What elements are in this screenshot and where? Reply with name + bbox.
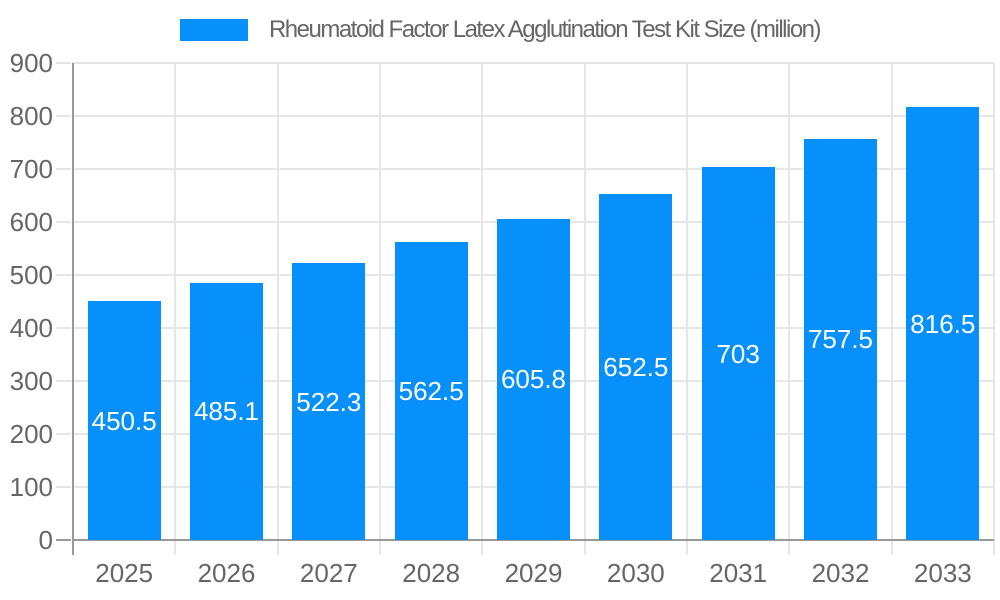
y-axis-label: 900 (9, 48, 53, 78)
x-axis-label: 2031 (709, 558, 768, 588)
y-tick (56, 274, 71, 276)
y-tick (56, 115, 71, 117)
v-gridline (583, 63, 586, 540)
y-axis-label: 200 (9, 419, 53, 449)
x-tick (583, 540, 586, 555)
y-axis-label: 500 (9, 260, 53, 290)
v-gridline (276, 63, 279, 540)
y-axis-label: 700 (9, 154, 53, 184)
bar-value-label: 757.5 (807, 324, 874, 355)
x-axis-line (73, 539, 994, 541)
bar (190, 282, 263, 540)
x-axis-label: 2029 (504, 558, 563, 588)
x-tick (890, 540, 893, 555)
bar-value-label: 605.8 (500, 364, 567, 395)
y-axis-label: 600 (9, 207, 53, 237)
bar (87, 301, 161, 540)
legend: Rheumatoid Factor Latex Agglutination Te… (0, 16, 1000, 44)
x-axis-label: 2026 (197, 558, 256, 588)
y-tick (56, 486, 71, 488)
v-gridline (686, 63, 688, 540)
v-gridline (174, 63, 177, 540)
bar (701, 167, 775, 540)
y-axis-label: 0 (38, 525, 53, 555)
bar (599, 194, 673, 540)
bar (497, 218, 570, 540)
legend-swatch-icon (179, 19, 248, 41)
y-axis-label: 400 (9, 313, 53, 343)
x-tick (174, 540, 177, 555)
v-gridline (993, 63, 995, 540)
v-gridline (379, 63, 381, 540)
bar-value-label: 816.5 (910, 308, 976, 339)
y-tick (56, 221, 71, 223)
x-tick (481, 540, 484, 555)
v-gridline (788, 63, 791, 540)
legend-item[interactable]: Rheumatoid Factor Latex Agglutination Te… (179, 16, 822, 44)
x-axis-label: 2028 (402, 558, 461, 588)
bar-value-label: 562.5 (398, 375, 464, 406)
x-axis-label: 2033 (913, 558, 972, 588)
v-gridline (481, 63, 484, 540)
x-tick (379, 540, 381, 555)
bar-value-label: 703 (716, 338, 760, 369)
y-gridline (73, 168, 994, 170)
chart-title: Rheumatoid Factor Latex Agglutination Te… (268, 16, 822, 43)
y-tick (56, 539, 71, 541)
y-tick (56, 62, 71, 64)
y-gridline (73, 62, 994, 64)
x-axis-label: 2032 (811, 558, 870, 588)
x-tick (276, 540, 279, 555)
bar-value-label: 450.5 (91, 405, 157, 436)
bar-value-label: 652.5 (603, 352, 669, 383)
bar-value-label: 522.3 (296, 386, 362, 417)
bar (394, 241, 468, 540)
bar (292, 263, 366, 540)
y-axis-line (72, 63, 74, 540)
x-tick (72, 540, 74, 555)
x-tick (686, 540, 688, 555)
y-tick (56, 327, 71, 329)
y-tick (56, 433, 71, 435)
x-tick (993, 540, 995, 555)
y-axis-label: 300 (9, 366, 53, 396)
x-tick (788, 540, 791, 555)
bar (906, 107, 980, 540)
y-axis-label: 800 (9, 101, 53, 131)
bar (804, 138, 877, 540)
v-gridline (890, 63, 893, 540)
x-axis-label: 2027 (299, 558, 358, 588)
x-axis-label: 2030 (606, 558, 665, 588)
bar-value-label: 485.1 (193, 396, 260, 427)
y-tick (56, 168, 71, 170)
y-gridline (73, 115, 994, 117)
y-axis-label: 100 (9, 472, 53, 502)
plot-area: 0 100 200 300 400 500 600 700 800 900 450.5 2025 485… (10, 48, 995, 588)
x-axis-label: 2025 (95, 558, 154, 588)
y-tick (56, 380, 71, 382)
